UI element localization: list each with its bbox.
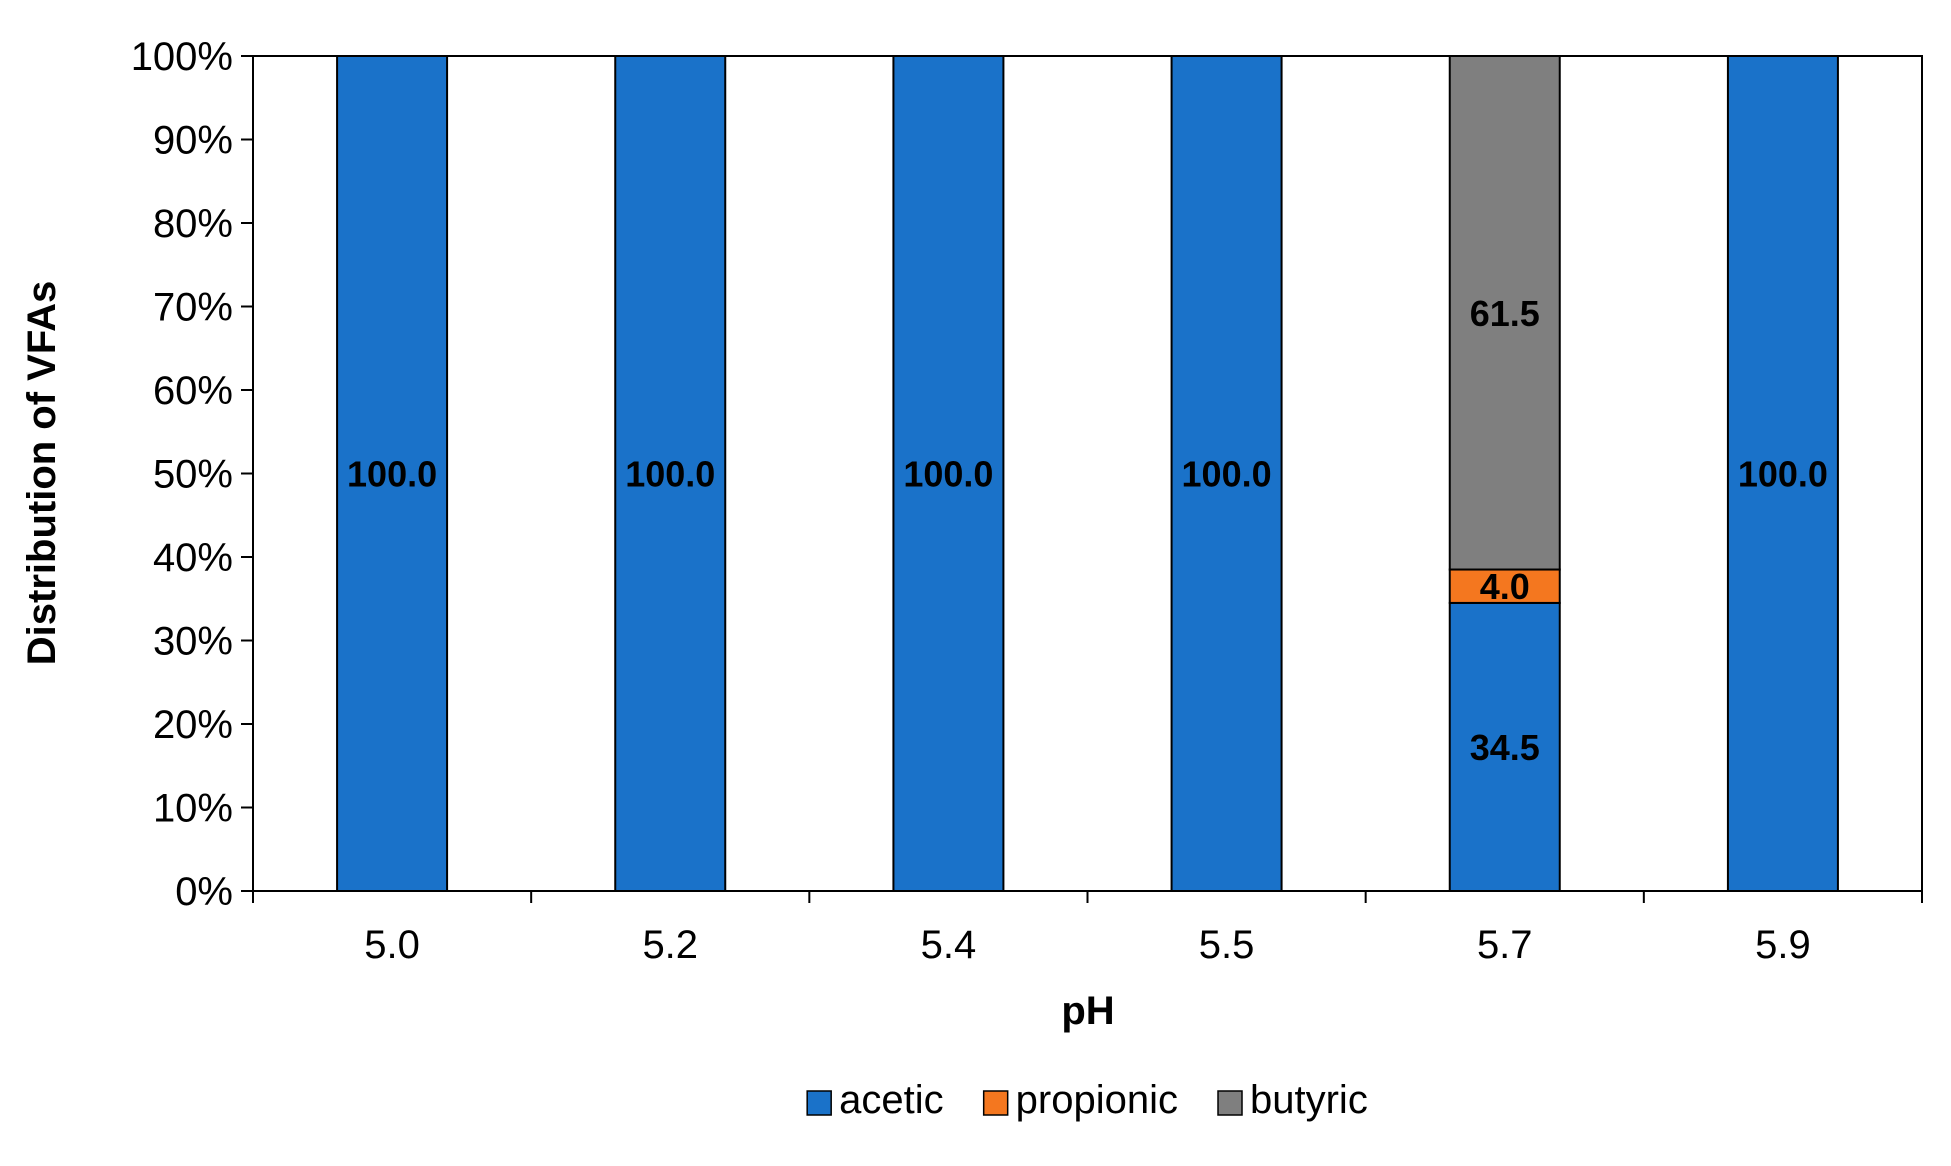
x-tick-label: 5.9 bbox=[1755, 923, 1811, 967]
legend-swatch-butyric bbox=[1217, 1090, 1243, 1116]
y-tick-label: 100% bbox=[131, 35, 233, 79]
data-label-acetic: 34.5 bbox=[1470, 727, 1540, 768]
bar-acetic bbox=[892, 55, 1005, 892]
bars bbox=[336, 55, 1839, 892]
data-label-propionic: 4.0 bbox=[1480, 566, 1530, 607]
y-tick-label: 10% bbox=[153, 787, 233, 831]
x-tick-label: 5.2 bbox=[642, 923, 698, 967]
y-axis: 0% 10% 20% 30% 40% 50% 60% 70% 80% 90% 100% bbox=[131, 35, 253, 914]
x-tick-label: 5.7 bbox=[1477, 923, 1533, 967]
x-tick-label: 5.4 bbox=[921, 923, 977, 967]
data-label-acetic: 100.0 bbox=[625, 454, 715, 495]
legend-label-butyric: butyric bbox=[1250, 1078, 1368, 1122]
bar-acetic bbox=[1726, 55, 1839, 892]
y-tick-label: 80% bbox=[153, 202, 233, 246]
y-tick-label: 30% bbox=[153, 620, 233, 664]
y-tick-label: 90% bbox=[153, 119, 233, 163]
y-tick-label: 20% bbox=[153, 703, 233, 747]
x-axis-title: pH bbox=[1061, 989, 1114, 1033]
legend-item-propionic: propionic bbox=[982, 1078, 1178, 1122]
x-tick-label: 5.0 bbox=[364, 923, 420, 967]
data-label-butyric: 61.5 bbox=[1470, 293, 1540, 334]
y-axis-title: Distribution of VFAs bbox=[20, 281, 64, 665]
x-axis: 5.0 5.2 5.4 5.5 5.7 5.9 bbox=[252, 891, 1923, 967]
legend-swatch-acetic bbox=[806, 1090, 832, 1116]
data-labels: 100.0 100.0 100.0 100.0 34.5 4.0 61.5 100.0 bbox=[347, 293, 1828, 768]
bar-acetic bbox=[1448, 601, 1561, 892]
legend: acetic propionic butyric bbox=[806, 1078, 1368, 1122]
bar-acetic bbox=[614, 55, 727, 892]
bar-acetic bbox=[336, 55, 449, 892]
y-tick-label: 70% bbox=[153, 286, 233, 330]
y-tick-label: 50% bbox=[153, 453, 233, 497]
bar-acetic bbox=[1170, 55, 1283, 892]
legend-item-acetic: acetic bbox=[806, 1078, 944, 1122]
data-label-acetic: 100.0 bbox=[1182, 454, 1272, 495]
bar-butyric bbox=[1448, 55, 1561, 571]
legend-item-butyric: butyric bbox=[1217, 1078, 1368, 1122]
legend-label-propionic: propionic bbox=[1016, 1078, 1178, 1122]
x-tick-label: 5.5 bbox=[1199, 923, 1255, 967]
y-tick-label: 40% bbox=[153, 536, 233, 580]
data-label-acetic: 100.0 bbox=[347, 454, 437, 495]
bar-propionic bbox=[1448, 568, 1561, 604]
y-tick-label: 60% bbox=[153, 369, 233, 413]
data-label-acetic: 100.0 bbox=[1738, 454, 1828, 495]
data-label-acetic: 100.0 bbox=[903, 454, 993, 495]
y-tick-label: 0% bbox=[175, 870, 233, 914]
legend-label-acetic: acetic bbox=[839, 1078, 944, 1122]
legend-swatch-propionic bbox=[982, 1090, 1009, 1116]
